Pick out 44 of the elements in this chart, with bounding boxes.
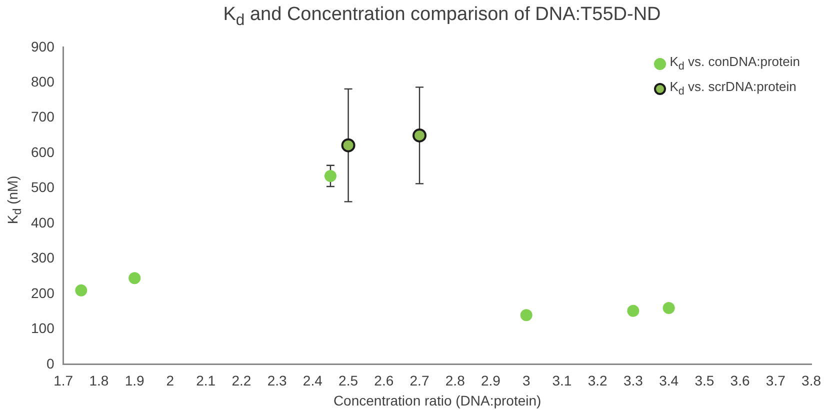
point xyxy=(128,272,141,284)
y-tick-label: 500 xyxy=(31,179,55,196)
x-tick-label: 3.8 xyxy=(802,372,822,389)
legend-label: K$_{d}$ vs. scrDNA:protein xyxy=(670,78,796,100)
y-tick-label: 300 xyxy=(31,250,55,266)
point xyxy=(662,302,675,314)
x-tick-label: 3.2 xyxy=(588,372,608,389)
x-tick-label: 1.8 xyxy=(89,372,109,389)
x-tick-label: 1.9 xyxy=(124,372,145,389)
x-tick-label: 2.8 xyxy=(445,372,466,389)
x-tick-label: 2.2 xyxy=(232,372,252,389)
point xyxy=(341,138,356,152)
x-tick-label: 3.1 xyxy=(552,372,572,389)
x-tick-label: 2.3 xyxy=(267,372,287,389)
x-tick-label: 3.4 xyxy=(659,372,679,389)
x-tick-label: 2.7 xyxy=(410,372,430,389)
point xyxy=(75,284,88,296)
x-axis-title: Concentration ratio (DNA:protein) xyxy=(333,392,542,408)
x-tick-label: 2.9 xyxy=(481,372,501,389)
x-tick-label: 3.6 xyxy=(730,372,750,389)
x-tick-label: 2.4 xyxy=(302,372,323,389)
y-tick-label: 700 xyxy=(31,108,55,125)
point xyxy=(520,309,532,322)
x-tick-label: 3.7 xyxy=(766,372,786,389)
x-tick-label: 2.1 xyxy=(196,372,216,389)
chart-title: K$_{d}$ and Concentration comparison of DNA:T55D-ND xyxy=(222,4,662,30)
point xyxy=(324,170,336,182)
point xyxy=(627,304,640,317)
legend-label: K$_{d}$ vs. conDNA:protein xyxy=(670,53,800,75)
y-tick-label: 600 xyxy=(31,144,55,160)
y-tick-label: 400 xyxy=(31,214,55,230)
x-tick-label: 3.3 xyxy=(623,372,644,389)
x-tick-label: 2.6 xyxy=(374,372,394,389)
y-tick-label: 0 xyxy=(46,355,55,372)
y-tick-label: 100 xyxy=(31,320,55,336)
y-tick-label: 900 xyxy=(31,38,55,54)
x-tick-label: 2.5 xyxy=(338,372,358,389)
x-tick-label: 3.5 xyxy=(694,372,714,389)
y-tick-label: 800 xyxy=(31,73,55,90)
x-tick-label: 3 xyxy=(522,372,530,389)
point xyxy=(412,128,427,142)
x-tick-label: 1.7 xyxy=(54,372,74,389)
x-tick-label: 2 xyxy=(166,372,174,389)
y-tick-label: 200 xyxy=(31,284,55,301)
